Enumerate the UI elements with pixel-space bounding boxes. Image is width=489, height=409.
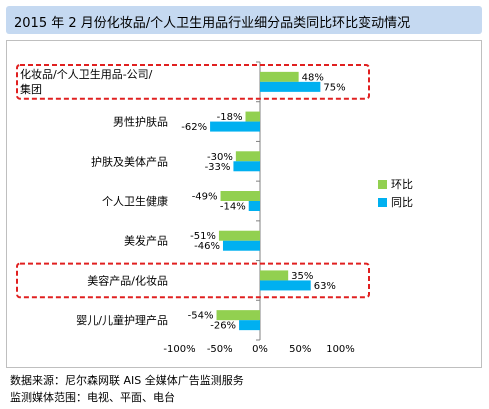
category-label: 化妆品/个人卫生用品-公司/: [20, 67, 153, 81]
x-tick-label: -50%: [207, 344, 233, 355]
bar-mom: [260, 270, 289, 281]
data-label: -33%: [205, 162, 231, 173]
footer-source: 数据来源：尼尔森网联 AIS 全媒体广告监测服务: [10, 374, 244, 387]
data-label: -54%: [188, 311, 214, 322]
category-label: 护肤及美体产品: [91, 154, 168, 168]
x-tick-label: -100%: [163, 344, 195, 355]
x-tick-label: 50%: [289, 344, 311, 355]
highlight-box-5: [16, 262, 370, 299]
chart-title: 2015 年 2 月份化妆品/个人卫生用品行业细分品类同比环比变动情况: [14, 16, 411, 31]
bar-mom: [216, 310, 260, 321]
title-bar: 2015 年 2 月份化妆品/个人卫生用品行业细分品类同比环比变动情况: [6, 6, 482, 34]
legend-swatch: [378, 180, 387, 189]
category-label: 个人卫生健康: [102, 194, 168, 208]
data-label: -62%: [181, 122, 207, 133]
data-label: -46%: [194, 241, 220, 252]
data-label: -26%: [210, 321, 236, 332]
data-label: 63%: [314, 281, 336, 292]
bar-yoy: [239, 320, 260, 331]
bar-mom: [220, 191, 260, 201]
footer-scope: 监测媒体范围：电视、平面、电台: [10, 391, 175, 404]
legend-label: 环比: [391, 178, 413, 191]
x-tick-label: 100%: [326, 344, 355, 355]
legend-swatch: [378, 198, 387, 207]
category-label: 美发产品: [124, 234, 168, 248]
bar-mom: [235, 151, 260, 162]
bar-mom: [260, 71, 299, 82]
category-label: 集团: [20, 82, 42, 96]
data-label: -51%: [190, 231, 216, 242]
legend-label: 同比: [391, 196, 413, 209]
bar-mom: [218, 230, 260, 241]
category-label: 美容产品/化妆品: [87, 273, 168, 287]
data-label: -49%: [192, 192, 218, 203]
bar-yoy: [233, 161, 260, 172]
category-label: 男性护肤品: [113, 115, 168, 129]
bar-yoy: [248, 201, 260, 211]
bar-yoy: [260, 81, 321, 92]
data-label: -30%: [207, 152, 233, 163]
x-tick-label: 0%: [252, 344, 268, 355]
data-label: 48%: [302, 72, 324, 83]
category-label: 婴儿/儿童护理产品: [76, 313, 168, 327]
bar-yoy: [222, 240, 260, 251]
data-label: -14%: [220, 202, 246, 213]
bar-yoy: [210, 121, 260, 132]
data-label: 35%: [291, 271, 313, 282]
bar-yoy: [260, 280, 311, 291]
data-label: 75%: [323, 82, 345, 93]
data-label: -18%: [217, 112, 243, 123]
highlight-box-0: [16, 64, 370, 100]
bar-mom: [245, 111, 260, 122]
